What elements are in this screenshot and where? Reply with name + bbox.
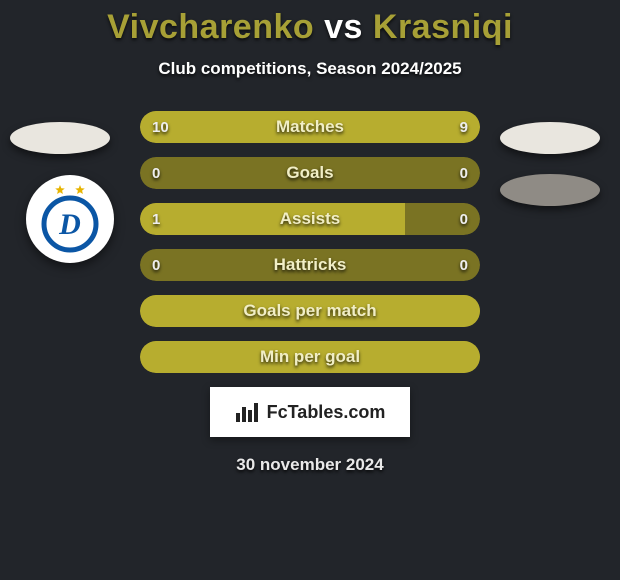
stat-bar-goals-per-match: Goals per match [140, 295, 480, 327]
content-root: Vivcharenko vs Krasniqi Club competition… [0, 0, 620, 580]
title-vs: vs [324, 8, 363, 46]
brand-box: FcTables.com [210, 387, 410, 437]
bar-track [140, 157, 480, 189]
date-text: 30 november 2024 [236, 455, 383, 475]
stat-bar-assists: 10Assists [140, 203, 480, 235]
bar-fill-right [320, 111, 480, 143]
club-badge-svg-icon: D [33, 182, 107, 256]
bar-fill-left [140, 111, 320, 143]
crest-left-icon [10, 122, 110, 154]
stat-bar-min-per-goal: Min per goal [140, 341, 480, 373]
bar-fill-left [140, 341, 480, 373]
stat-bar-matches: 109Matches [140, 111, 480, 143]
crest-right-top-icon [500, 122, 600, 154]
stat-bar-hattricks: 00Hattricks [140, 249, 480, 281]
title-left: Vivcharenko [107, 8, 314, 46]
bar-fill-left [140, 203, 405, 235]
crest-right-bottom-icon [500, 174, 600, 206]
bar-track [140, 249, 480, 281]
title-right: Krasniqi [373, 8, 513, 46]
brand-bars-icon [235, 401, 261, 423]
bar-fill-left [140, 295, 480, 327]
subtitle: Club competitions, Season 2024/2025 [158, 59, 461, 79]
brand-text: FcTables.com [267, 402, 386, 423]
stat-bar-goals: 00Goals [140, 157, 480, 189]
svg-text:D: D [58, 208, 81, 241]
stat-bars: 109Matches 00Goals 10Assists 00Hattricks Goa… [140, 111, 480, 373]
page-title: Vivcharenko vs Krasniqi [107, 8, 513, 47]
club-badge-icon: D [26, 175, 114, 263]
